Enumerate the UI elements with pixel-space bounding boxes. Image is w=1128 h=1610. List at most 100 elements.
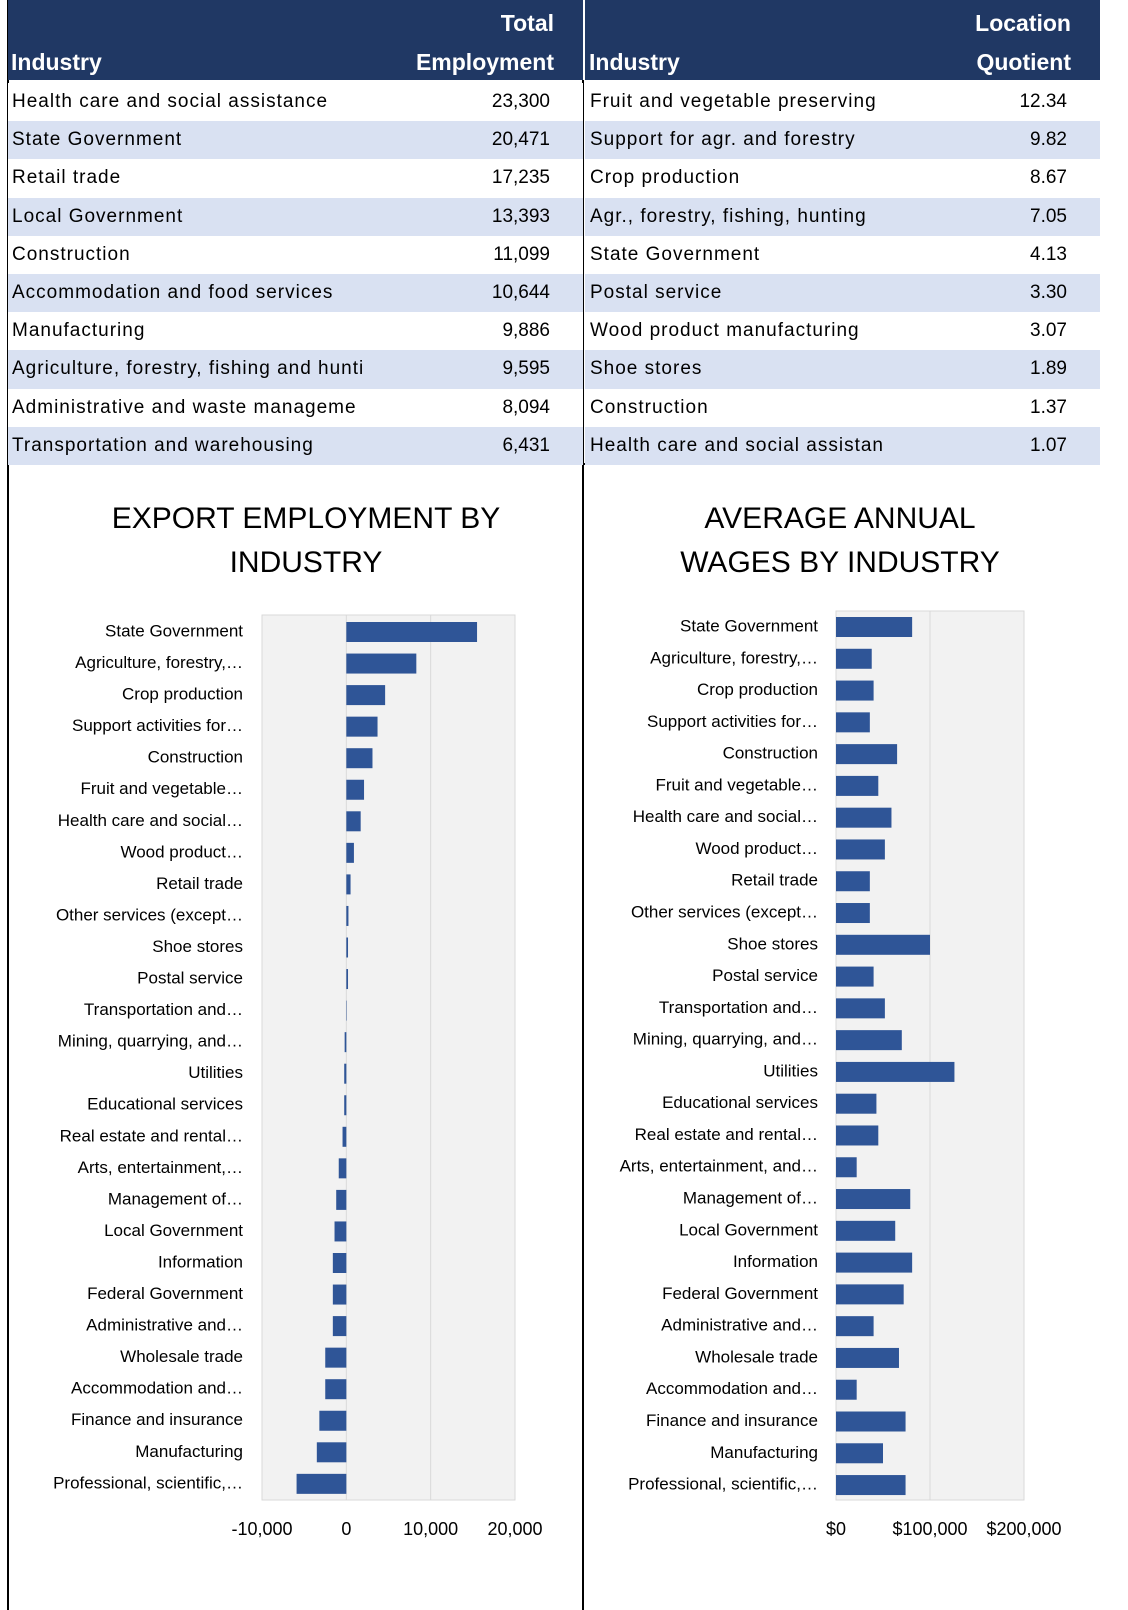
y-tick-label: Wholesale trade (120, 1347, 243, 1366)
bar (346, 969, 349, 990)
bar (346, 685, 386, 706)
bar (346, 653, 417, 674)
bar (346, 622, 478, 642)
bar (338, 1158, 347, 1179)
table-cell: Health care and social assistan (590, 434, 884, 456)
bar (836, 903, 870, 924)
bar (836, 1443, 883, 1464)
y-tick-label: Federal Government (87, 1284, 243, 1303)
table-cell: 11,099 (493, 243, 550, 265)
y-tick-label: Support activities for… (647, 712, 818, 731)
table-cell: Wood product manufacturing (590, 320, 860, 342)
chart-title: AVERAGE ANNUAL WAGES BY INDUSTRY (680, 502, 1000, 579)
bar (836, 744, 898, 765)
table-row (8, 121, 583, 160)
y-tick-label: Shoe stores (152, 937, 243, 956)
bar (836, 1189, 911, 1210)
y-tick-label: Transportation and… (84, 1000, 243, 1019)
y-tick-label: Utilities (763, 1061, 818, 1080)
table-row (8, 197, 583, 236)
bar (346, 748, 373, 769)
table-cell: 10,644 (491, 282, 550, 303)
table-row (585, 235, 1100, 274)
bar (836, 1379, 857, 1400)
x-tick-label: 20,000 (487, 1519, 542, 1539)
bar (836, 1475, 906, 1496)
y-tick-label: Health care and social… (58, 811, 243, 830)
table-cell: 9.82 (1030, 129, 1067, 151)
bar (836, 648, 872, 669)
y-tick-label: Shoe stores (727, 934, 818, 953)
x-tick-label: $200,000 (986, 1519, 1061, 1539)
table-cell: Shoe stores (590, 358, 703, 380)
bar (332, 1253, 347, 1273)
bar (316, 1442, 347, 1463)
table-row (8, 83, 583, 122)
y-tick-label: Information (733, 1252, 818, 1271)
y-tick-label: Arts, entertainment,… (78, 1158, 243, 1177)
y-tick-label: Wood product… (695, 839, 818, 858)
table-row (8, 388, 583, 427)
table-row (8, 159, 583, 198)
bar (836, 1284, 904, 1305)
y-tick-label: Postal service (137, 969, 243, 988)
table-cell: 20,471 (491, 129, 550, 151)
y-tick-label: Real estate and rental… (60, 1126, 243, 1145)
table-cell: 9,886 (502, 320, 550, 342)
y-tick-label: Retail trade (731, 871, 818, 890)
bar (346, 716, 378, 737)
table-row (585, 388, 1100, 427)
table-row (585, 426, 1100, 465)
bar (836, 617, 913, 637)
y-tick-label: Arts, entertainment, and… (620, 1157, 818, 1176)
table-header (8, 0, 583, 80)
table-row (585, 159, 1100, 198)
table-row (585, 274, 1100, 313)
column-header: Industry (589, 49, 680, 75)
y-tick-label: Other services (except… (631, 903, 818, 922)
table-cell: Administrative and waste manageme (12, 396, 357, 418)
y-tick-label: Real estate and rental… (635, 1125, 818, 1144)
x-tick-label: 10,000 (403, 1519, 458, 1539)
bar (836, 1061, 955, 1082)
y-tick-label: Management of… (683, 1189, 818, 1208)
y-tick-label: Wholesale trade (695, 1347, 818, 1366)
y-tick-label: Local Government (679, 1220, 818, 1239)
bar (836, 1347, 899, 1368)
y-tick-label: Educational services (87, 1095, 243, 1114)
table-cell: 12.34 (1019, 91, 1067, 112)
bar (346, 842, 354, 863)
y-tick-label: Professional, scientific,… (53, 1473, 243, 1492)
table-row (585, 121, 1100, 160)
bar (344, 1032, 347, 1053)
y-tick-label: Crop production (697, 680, 818, 699)
table-cell: Support for agr. and forestry (590, 129, 856, 151)
bar (344, 1095, 347, 1116)
table-cell: Agriculture, forestry, fishing and hunti (12, 358, 365, 380)
table-cell: Manufacturing (12, 320, 146, 342)
bar (836, 807, 892, 828)
bar (325, 1379, 347, 1400)
chart-title: EXPORT EMPLOYMENT BY INDUSTRY (111, 502, 501, 579)
y-tick-label: Support activities for… (72, 716, 243, 735)
table-cell: Local Government (12, 205, 184, 227)
table-row (585, 83, 1100, 122)
bar (332, 1284, 347, 1305)
table-cell: 17,235 (491, 167, 550, 189)
table-cell: 1.07 (1030, 434, 1067, 456)
y-tick-label: Accommodation and… (71, 1379, 243, 1398)
y-tick-label: Fruit and vegetable… (80, 779, 243, 798)
table-cell: 13,393 (491, 205, 550, 227)
bar (836, 1030, 902, 1051)
table-cell: Construction (12, 243, 131, 265)
y-tick-label: Administrative and… (661, 1316, 818, 1335)
table-cell: 6,431 (502, 434, 550, 456)
y-tick-label: Construction (148, 748, 243, 767)
bar (319, 1410, 347, 1431)
bar (836, 1125, 879, 1146)
table-cell: 7.05 (1030, 205, 1067, 227)
bar (334, 1221, 347, 1242)
bar (342, 1126, 347, 1147)
table-cell: Health care and social assistance (12, 91, 329, 112)
